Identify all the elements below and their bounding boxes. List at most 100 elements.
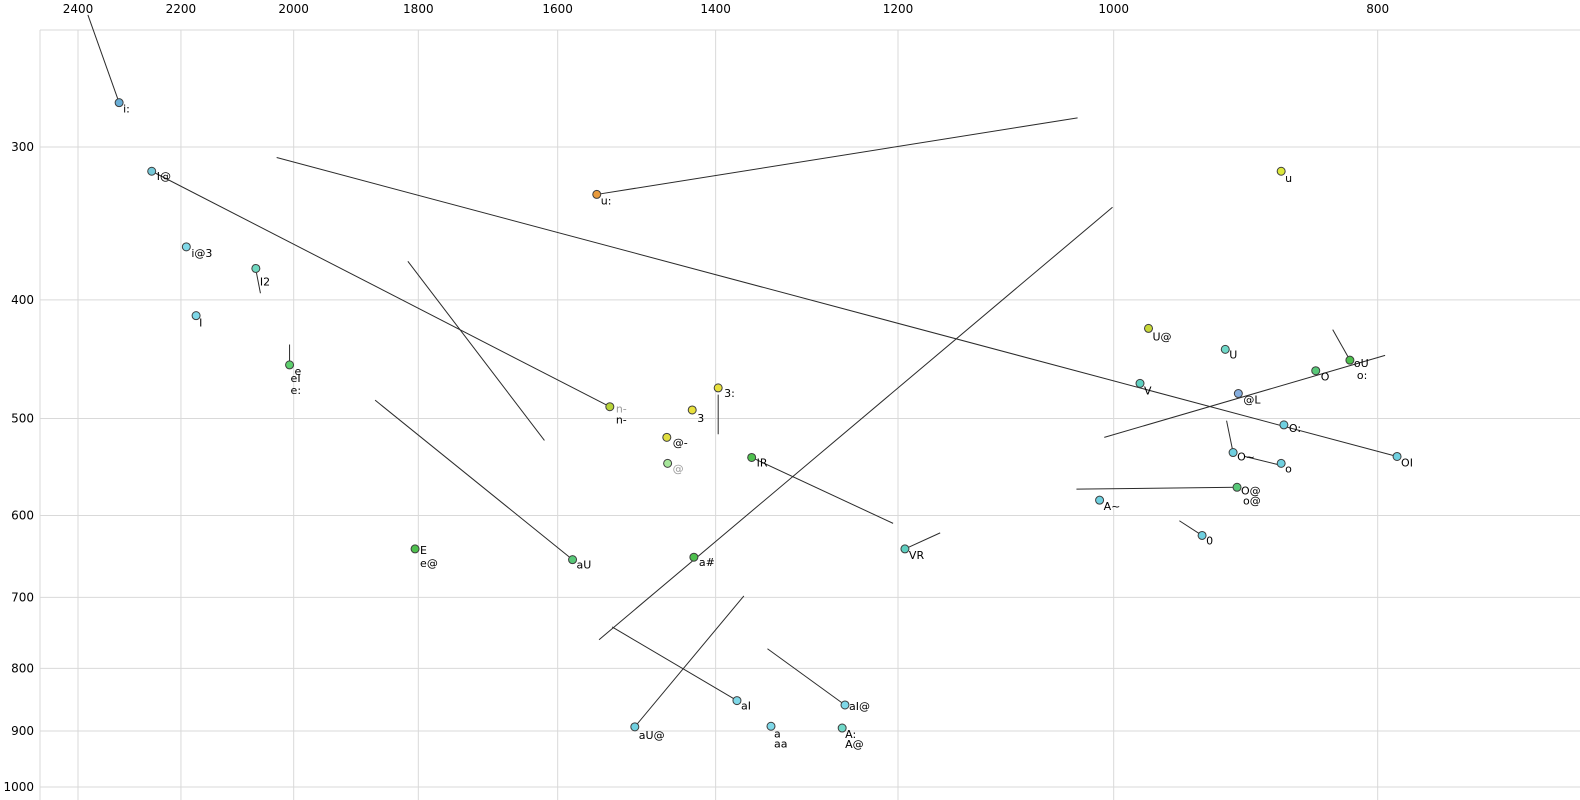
- point-label: @: [673, 462, 684, 475]
- x-tick-label: 1400: [700, 2, 731, 16]
- point-label: i:: [123, 103, 130, 116]
- trajectory-line: [407, 261, 545, 441]
- data-point-marker: [1135, 378, 1145, 388]
- y-tick-label: 1000: [3, 780, 34, 794]
- y-tick-label: 800: [11, 661, 34, 675]
- point-label: o:: [1357, 369, 1367, 382]
- point-label: a#: [699, 556, 715, 569]
- point-label: e: [295, 365, 302, 378]
- trajectory-line: [598, 206, 1113, 641]
- data-point-marker: [747, 452, 757, 462]
- y-tick-labels: 300 400 500 600 700 800 900 1000: [3, 140, 34, 794]
- data-point-marker: [1345, 355, 1355, 365]
- point-label: 3: [697, 412, 704, 425]
- data-point-marker: [662, 432, 672, 442]
- point-label: i@3: [191, 247, 212, 260]
- data-point-marker: [1197, 530, 1207, 540]
- data-point-marker: [689, 552, 699, 562]
- x-tick-label: 1200: [883, 2, 914, 16]
- point-label: n-: [616, 414, 627, 427]
- trajectory-line: [87, 14, 120, 103]
- x-tick-label: 800: [1366, 2, 1389, 16]
- data-point-marker: [1220, 344, 1230, 354]
- data-point-marker: [900, 544, 910, 554]
- trajectory-line: [1332, 329, 1351, 361]
- point-label: e:: [291, 384, 301, 397]
- data-point-marker: [1276, 166, 1286, 176]
- trajectory-line: [374, 399, 573, 561]
- trajectory-lines: [87, 14, 1398, 728]
- data-point-marker: [687, 405, 697, 415]
- y-tick-label: 600: [11, 508, 34, 522]
- data-point-marker: [837, 723, 847, 733]
- data-points: [114, 98, 1402, 733]
- data-point-marker: [1279, 420, 1289, 430]
- point-label: O@: [1241, 484, 1261, 497]
- trajectory-line: [1076, 486, 1238, 490]
- data-point-marker: [766, 721, 776, 731]
- y-tick-label: 700: [11, 590, 34, 604]
- trajectory-line: [1244, 456, 1278, 465]
- point-label: n-: [616, 403, 627, 416]
- point-label: eI: [291, 372, 301, 385]
- data-point-marker: [1228, 448, 1238, 458]
- point-label: aI: [741, 700, 751, 713]
- point-label: o: [1285, 462, 1292, 475]
- data-point-marker: [840, 700, 850, 710]
- x-tick-label: 1800: [403, 2, 434, 16]
- data-point-marker: [630, 722, 640, 732]
- data-point-marker: [592, 189, 602, 199]
- data-point-marker: [114, 98, 124, 108]
- data-point-marker: [1144, 323, 1154, 333]
- trajectory-line: [276, 157, 1398, 457]
- trajectory-line: [904, 532, 941, 550]
- point-label: VR: [909, 549, 925, 562]
- trajectory-line: [767, 648, 846, 706]
- point-label: A~: [1104, 500, 1121, 513]
- point-label: 3:: [724, 387, 735, 400]
- point-label: aU@: [639, 729, 665, 742]
- data-point-marker: [181, 242, 191, 252]
- data-point-marker: [663, 458, 673, 468]
- x-tick-labels: 2400 2200 2000 1800 1600 1400 1200 1000 800: [63, 2, 1389, 16]
- data-point-marker: [1233, 389, 1243, 399]
- point-label: e@: [420, 557, 438, 570]
- trajectory-line: [596, 117, 1078, 195]
- point-label: O:: [1289, 422, 1301, 435]
- y-tick-label: 900: [11, 724, 34, 738]
- point-label: O: [1321, 371, 1330, 384]
- point-label: U: [1229, 348, 1237, 361]
- data-point-marker: [568, 555, 578, 565]
- point-label: o@: [1243, 494, 1261, 507]
- y-tick-label: 300: [11, 140, 34, 154]
- x-tick-label: 2400: [63, 2, 94, 16]
- x-tick-label: 1600: [542, 2, 573, 16]
- point-label: V: [1144, 384, 1152, 397]
- trajectory-line: [1179, 520, 1203, 536]
- point-label: aU: [577, 559, 592, 572]
- data-point-marker: [191, 311, 201, 321]
- data-point-marker: [147, 166, 157, 176]
- gridlines: [39, 29, 1580, 800]
- point-label: a: [774, 727, 781, 740]
- point-label: OI: [1401, 456, 1413, 469]
- y-tick-label: 500: [11, 412, 34, 426]
- point-label: I2: [260, 275, 270, 288]
- data-point-marker: [1276, 458, 1286, 468]
- point-label: IR: [757, 456, 768, 469]
- point-label: u: [1285, 172, 1292, 185]
- trajectory-line: [1226, 420, 1234, 453]
- point-label: I@: [157, 170, 171, 183]
- data-point-marker: [1311, 366, 1321, 376]
- trajectory-line: [751, 457, 894, 524]
- point-label: A@: [845, 738, 864, 751]
- data-point-marker: [410, 544, 420, 554]
- data-point-marker: [605, 402, 615, 412]
- x-tick-label: 2200: [166, 2, 197, 16]
- data-point-marker: [1392, 451, 1402, 461]
- data-point-marker: [251, 263, 261, 273]
- data-point-marker: [732, 696, 742, 706]
